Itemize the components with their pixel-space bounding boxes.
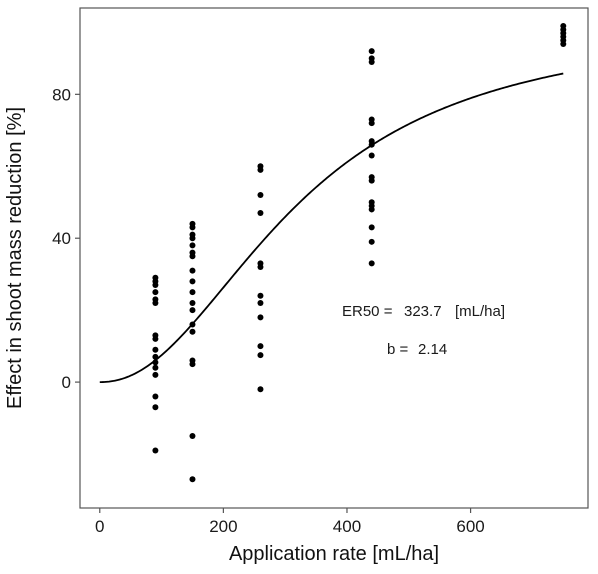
data-point xyxy=(152,289,159,296)
data-point xyxy=(152,281,159,288)
y-tick-label: 40 xyxy=(52,229,71,248)
data-point xyxy=(189,299,196,306)
data-point xyxy=(152,364,159,371)
data-point xyxy=(189,253,196,260)
fitted-curve xyxy=(99,72,564,383)
data-point xyxy=(257,166,264,173)
er50-annotation-value: 323.7 xyxy=(404,303,442,320)
data-point xyxy=(189,476,196,483)
data-point xyxy=(368,120,375,127)
x-axis-ticks: 0 200 400 600 xyxy=(95,508,485,536)
data-point xyxy=(257,210,264,217)
data-point xyxy=(368,58,375,65)
data-point xyxy=(189,235,196,242)
data-point xyxy=(189,224,196,231)
data-point xyxy=(152,393,159,400)
y-axis-ticks: 0 40 80 xyxy=(52,85,80,392)
data-point xyxy=(257,386,264,393)
data-point xyxy=(368,48,375,55)
x-axis-title: Application rate [mL/ha] xyxy=(229,543,439,565)
data-point xyxy=(257,263,264,270)
data-point xyxy=(189,321,196,328)
data-point xyxy=(189,289,196,296)
data-point xyxy=(257,192,264,199)
data-point xyxy=(189,267,196,274)
data-point xyxy=(368,206,375,213)
data-points xyxy=(152,22,567,483)
data-point xyxy=(560,26,567,33)
data-point xyxy=(257,292,264,299)
x-tick-label: 200 xyxy=(209,517,237,536)
x-tick-label: 0 xyxy=(95,517,104,536)
data-point xyxy=(152,335,159,342)
data-point xyxy=(368,224,375,231)
data-point xyxy=(189,361,196,368)
data-point xyxy=(189,242,196,249)
data-point xyxy=(257,352,264,359)
data-point xyxy=(152,353,159,360)
data-point xyxy=(152,359,159,366)
y-tick-label: 80 xyxy=(52,85,71,104)
data-point xyxy=(189,278,196,285)
data-point xyxy=(152,404,159,411)
data-point xyxy=(257,343,264,350)
data-point xyxy=(189,307,196,314)
x-tick-label: 600 xyxy=(456,517,484,536)
data-point xyxy=(189,328,196,335)
data-point xyxy=(368,152,375,159)
er50-annotation-label: ER50 = xyxy=(342,303,393,320)
x-tick-label: 400 xyxy=(333,517,361,536)
b-annotation-label: b = xyxy=(387,341,409,358)
data-point xyxy=(152,299,159,306)
data-point xyxy=(152,447,159,454)
y-axis-title: Effect in shoot mass reduction [%] xyxy=(4,107,26,409)
data-point xyxy=(368,260,375,267)
data-point xyxy=(257,299,264,306)
data-point xyxy=(368,177,375,184)
data-point xyxy=(368,141,375,148)
data-point xyxy=(560,40,567,47)
plot-frame xyxy=(79,7,589,509)
data-point xyxy=(152,371,159,378)
data-point xyxy=(189,433,196,440)
data-point xyxy=(257,314,264,321)
y-tick-label: 0 xyxy=(62,373,71,392)
data-point xyxy=(368,238,375,245)
er50-annotation-unit: [mL/ha] xyxy=(455,303,505,320)
data-point xyxy=(152,346,159,353)
b-annotation-value: 2.14 xyxy=(418,341,447,358)
